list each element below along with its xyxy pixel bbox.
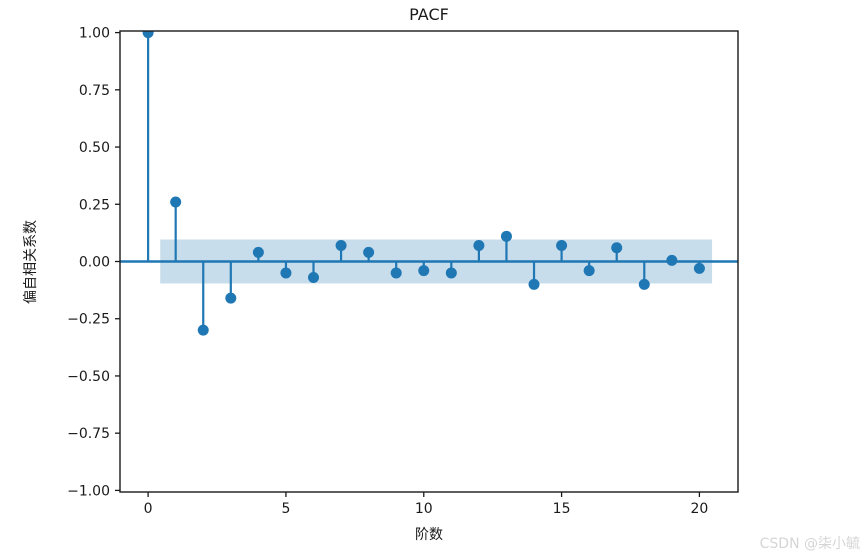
y-tick-label: −0.75 [67,426,110,442]
y-tick-label: −1.00 [67,483,110,499]
data-point-marker-lag-6 [308,272,320,284]
x-tick-label: 10 [415,501,433,517]
data-point-marker-lag-4 [252,246,264,258]
data-point-marker-lag-1 [170,196,182,208]
y-tick-label: 0.75 [79,83,110,99]
y-tick-label: −0.50 [67,369,110,385]
data-point-marker-lag-7 [335,239,347,251]
watermark: CSDN @柒小毓 [759,536,860,552]
data-point-marker-lag-17 [611,242,623,254]
x-tick-label: 0 [144,501,153,517]
x-axis-label: 阶数 [415,527,443,543]
y-tick-label: 1.00 [79,26,110,42]
data-point-marker-lag-18 [638,278,650,290]
data-point-marker-lag-15 [556,239,568,251]
data-point-marker-lag-10 [418,265,430,277]
y-axis-label: 偏自相关系数 [23,220,39,304]
plot-content [120,31,738,336]
data-point-marker-lag-3 [225,292,237,304]
x-tick-label: 5 [281,501,290,517]
data-point-marker-lag-9 [390,267,402,279]
x-tick-label: 20 [690,501,708,517]
x-tick-label: 15 [553,501,571,517]
data-point-marker-lag-2 [197,324,209,336]
data-point-marker-lag-5 [280,267,292,279]
data-point-marker-lag-8 [363,246,375,258]
y-tick-label: 0.00 [79,255,110,271]
data-point-marker-lag-14 [528,278,540,290]
data-point-marker-lag-20 [693,262,705,274]
y-tick-label: −0.25 [67,312,110,328]
data-point-marker-lag-16 [583,265,595,277]
data-point-marker-lag-12 [473,239,485,251]
y-tick-label: 0.50 [79,140,110,156]
data-point-marker-lag-13 [500,230,512,242]
data-point-marker-lag-11 [445,267,457,279]
data-point-marker-lag-0 [142,31,154,39]
chart-title: PACF [409,5,449,24]
data-point-marker-lag-19 [666,254,678,266]
y-tick-label: 0.25 [79,197,110,213]
